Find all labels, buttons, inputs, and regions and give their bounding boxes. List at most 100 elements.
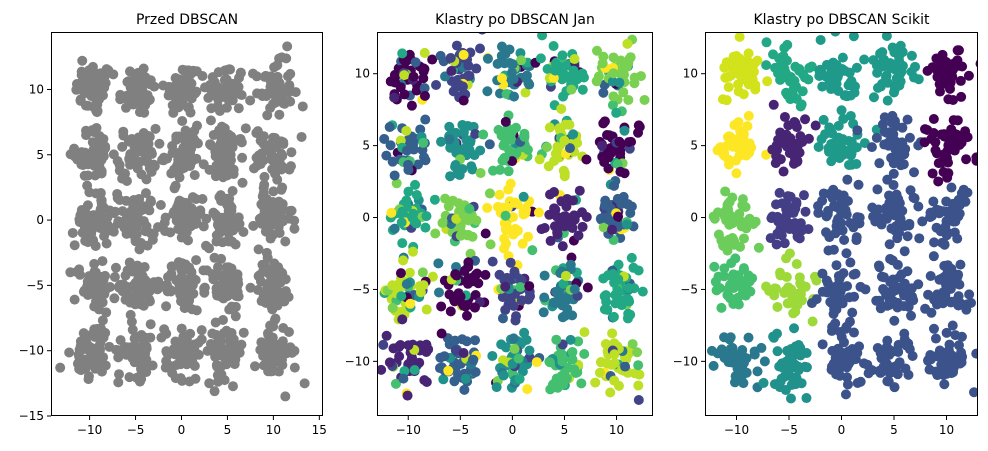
scatter-point xyxy=(896,147,907,158)
scatter-point xyxy=(900,363,911,374)
scatter-point xyxy=(842,174,853,185)
scatter-point xyxy=(429,194,440,205)
scatter-point xyxy=(743,110,754,121)
scatter-point xyxy=(174,279,185,290)
scatter-point xyxy=(485,239,496,250)
scatter-point xyxy=(433,287,444,298)
scatter-point xyxy=(758,377,769,388)
scatter-point xyxy=(534,154,545,165)
scatter-point xyxy=(933,176,944,187)
chart-title: Klastry po DBSCAN Scikit xyxy=(753,12,930,28)
scatter-point xyxy=(289,223,300,234)
scatter-point xyxy=(597,58,608,69)
scatter-point xyxy=(851,232,862,243)
scatter-point xyxy=(500,116,511,127)
scatter-point xyxy=(878,353,889,364)
scatter-point xyxy=(227,185,238,196)
scatter-point xyxy=(418,137,429,148)
scatter-point xyxy=(941,327,952,338)
chart-title: Klastry po DBSCAN Jan xyxy=(435,12,595,28)
scatter-point xyxy=(469,302,480,313)
scatter-point xyxy=(233,103,244,114)
scatter-point xyxy=(268,136,279,147)
scatter-point xyxy=(591,45,602,56)
scatter-point xyxy=(437,217,448,228)
scatter-point xyxy=(599,304,610,315)
scatter-point xyxy=(109,271,120,282)
scatter-point xyxy=(212,262,223,273)
x-tick-label: −10 xyxy=(77,423,102,437)
scatter-point xyxy=(558,278,569,289)
scatter-point xyxy=(889,87,899,98)
scatter-point xyxy=(450,269,461,280)
scatter-point xyxy=(280,391,291,402)
scatter-point xyxy=(772,328,782,339)
scatter-point xyxy=(821,227,832,238)
scatter-point xyxy=(901,340,912,351)
scatter-point xyxy=(738,264,749,275)
scatter-point xyxy=(266,154,277,165)
y-tick-label: 5 xyxy=(690,139,698,153)
scatter-point xyxy=(69,294,80,305)
scatter-point xyxy=(233,72,244,83)
scatter-point xyxy=(379,133,390,144)
scatter-point xyxy=(181,227,192,238)
scatter-point xyxy=(508,300,519,311)
scatter-point xyxy=(564,119,575,130)
scatter-point xyxy=(520,72,531,83)
scatter-point xyxy=(964,289,975,300)
scatter-point xyxy=(465,137,476,148)
scatter-point xyxy=(500,281,511,292)
scatter-point xyxy=(833,343,844,354)
scatter-point xyxy=(930,333,941,344)
scatter-point xyxy=(90,93,101,104)
scatter-point xyxy=(523,231,534,242)
scatter-point xyxy=(145,195,156,206)
scatter-point xyxy=(144,205,155,216)
y-tick-label: −5 xyxy=(680,282,698,296)
scatter-point xyxy=(888,168,899,179)
scatter-point xyxy=(566,84,577,95)
scatter-point xyxy=(65,149,76,160)
scatter-point xyxy=(561,293,572,304)
scatter-point xyxy=(183,147,194,158)
scatter-point xyxy=(885,253,896,264)
scatter-point xyxy=(230,239,241,250)
scatter-point xyxy=(161,356,172,366)
scatter-point xyxy=(259,179,270,190)
scatter-point xyxy=(598,118,609,129)
scatter-point xyxy=(501,224,512,235)
scatter-point xyxy=(898,301,909,312)
scatter-point xyxy=(205,115,216,126)
scatter-point xyxy=(137,270,148,281)
scatter-point xyxy=(621,61,632,72)
scatter-point xyxy=(635,71,646,82)
scatter-point xyxy=(187,192,198,203)
scatter-point xyxy=(508,74,519,85)
scatter-point xyxy=(470,335,481,346)
scatter-point xyxy=(768,99,779,110)
scatter-point xyxy=(78,286,89,297)
scatter-point xyxy=(551,334,562,345)
scatter-point xyxy=(909,193,920,204)
scatter-point xyxy=(731,168,742,179)
scatter-point xyxy=(93,357,104,368)
scatter-point xyxy=(567,354,578,365)
scatter-point xyxy=(882,335,893,346)
scatter-point xyxy=(818,114,829,125)
scatter-point xyxy=(258,360,269,371)
scatter-point xyxy=(114,159,125,170)
scatter-point xyxy=(779,238,790,249)
scatter-points xyxy=(706,32,978,404)
scatter-point xyxy=(615,148,626,159)
scatter-point xyxy=(738,233,749,244)
scatter-point xyxy=(904,132,915,143)
scatter-point xyxy=(395,340,406,351)
scatter-point xyxy=(810,120,821,131)
scatter-point xyxy=(735,241,746,252)
scatter-point xyxy=(952,271,963,282)
scatter-point xyxy=(112,188,123,199)
scatter-point xyxy=(134,194,145,205)
scatter-point xyxy=(451,40,462,51)
